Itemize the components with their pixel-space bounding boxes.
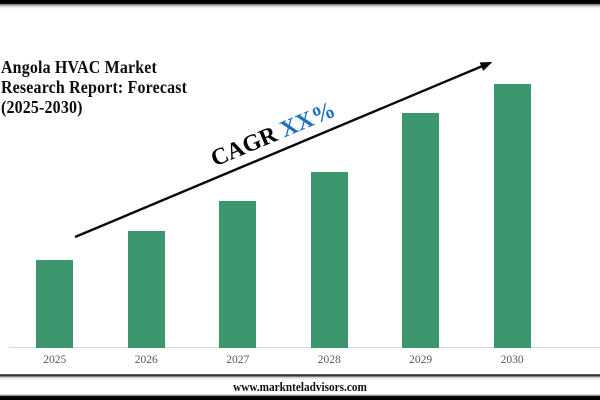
x-axis-label-2026: 2026 — [134, 353, 158, 366]
x-axis-label-2029: 2029 — [409, 353, 433, 366]
x-axis-label-2028: 2028 — [317, 353, 341, 366]
x-axis-label-2025: 2025 — [43, 353, 67, 366]
chart-title-line3: (2025-2030) — [1, 97, 83, 118]
bottom-border — [0, 394, 600, 400]
trend-arrow-head — [479, 62, 493, 71]
bar-2028 — [310, 171, 348, 349]
chart-title-line2: Research Report: Forecast — [1, 77, 188, 98]
footer-website: www.marknteladvisors.com — [233, 380, 367, 394]
bar-2027 — [219, 201, 257, 349]
cagr-value: XX% — [276, 97, 339, 143]
bar-2029 — [402, 113, 440, 349]
bar-2025 — [36, 260, 74, 349]
bar-2030 — [493, 83, 531, 349]
x-axis-label-2027: 2027 — [226, 353, 250, 366]
top-border — [0, 0, 600, 9]
x-axis-label-2030: 2030 — [500, 353, 524, 366]
footer-separator-line — [0, 373, 600, 380]
chart-title: Angola HVAC Market Research Report: Fore… — [1, 57, 187, 117]
bar-2026 — [127, 230, 165, 349]
trend-arrow-line — [74, 64, 485, 239]
x-axis-line — [9, 347, 600, 348]
chart-title-line1: Angola HVAC Market — [1, 57, 157, 77]
